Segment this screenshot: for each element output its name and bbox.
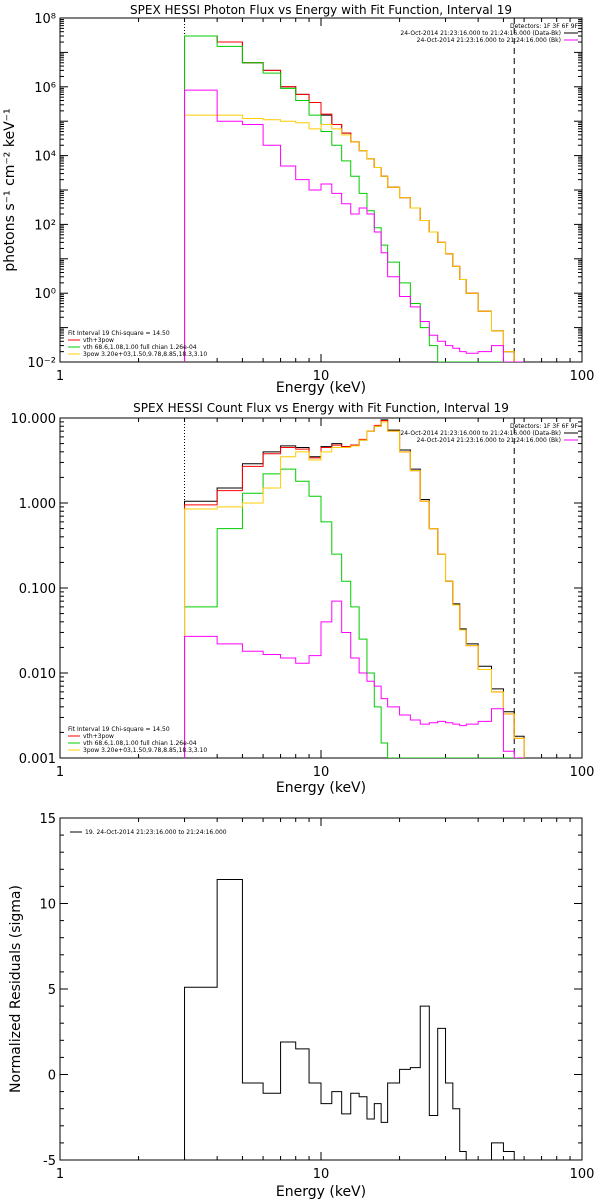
legend-top-left-text: 19. 24-Oct-2014 21:23:16.000 to 21:24:16… (85, 829, 227, 836)
legend-top-right-text: Detectors: 1F 3F 6F 9F (510, 423, 579, 430)
legend-top-right-text: 24-Oct-2014 21:23:16.000 to 21:24:16.000… (417, 437, 561, 444)
series-line-3pow (184, 114, 525, 362)
series-line-bk (184, 89, 525, 362)
legend-top-right-text: 24-Oct-2014 21:23:16.000 to 21:24:16.000… (400, 30, 561, 37)
y-tick-label: 0.010 (19, 667, 56, 682)
x-tick-label: 10 (313, 1167, 330, 1182)
chart-title: SPEX HESSI Count Flux vs Energy with Fit… (133, 401, 509, 415)
y-tick-label: 0.001 (19, 752, 56, 767)
y-tick-label: 0.100 (19, 582, 56, 597)
y-tick-label: 5 (48, 983, 56, 998)
chart-panel-2: SPEX HESSI Count Flux vs Energy with Fit… (11, 401, 595, 796)
legend-bottom-left-text: vth 68.6,1.08,1.00 full chian 1.26e-04 (83, 740, 197, 747)
y-tick-label: 10 (39, 898, 56, 913)
series-line-bk (184, 600, 525, 758)
series-line-residuals (184, 879, 525, 1160)
y-tick-label: 10⁴ (34, 150, 56, 165)
y-tick-label: 0 (48, 1069, 56, 1084)
x-tick-label: 1 (56, 369, 64, 384)
legend-top-right-text: 24-Oct-2014 21:23:16.000 to 21:24:16.000… (400, 430, 561, 437)
legend-bottom-left-text: Fit Interval 19 Chi-square = 14.50 (68, 330, 170, 337)
y-tick-label: 1.000 (19, 497, 56, 512)
series-line-vth-3pow (184, 420, 525, 758)
y-tick-label: -5 (43, 1154, 56, 1169)
legend-bottom-left-text: vth+3pow (83, 337, 114, 344)
y-tick-label: 15 (39, 812, 56, 827)
x-tick-label: 100 (570, 765, 595, 780)
chart-panel-3: 1 10 100 -5 0 5 10 15 Energy (keV) Normalized Res… (8, 812, 594, 1200)
x-tick-label: 1 (56, 765, 64, 780)
legend-top-right-text: Detectors: 1F 3F 6F 9F (510, 23, 579, 30)
series-line-vth (184, 468, 525, 758)
y-axis-label: photons s⁻¹ cm⁻² keV⁻¹ (2, 108, 18, 271)
legend-bottom-left-text: 3pow 3.20e+03,1.50,9.78,8.85,18.3,3.10 (83, 747, 207, 754)
x-tick-label: 100 (570, 369, 595, 384)
y-tick-label: 10⁶ (34, 81, 56, 96)
x-tick-label: 100 (570, 1167, 595, 1182)
y-tick-label: 10⁰ (34, 287, 56, 302)
x-tick-label: 10 (313, 765, 330, 780)
chart-title: SPEX HESSI Photon Flux vs Energy with Fi… (130, 3, 512, 17)
y-tick-label: 10.000 (11, 412, 57, 427)
series-line-data-bk (184, 419, 525, 758)
legend-bottom-left-text: vth 68.6,1.08,1.00 full chian 1.26e-04 (83, 344, 197, 351)
series-line-3pow (184, 421, 525, 758)
x-tick-label: 1 (56, 1167, 64, 1182)
legend-bottom-left-text: Fit Interval 19 Chi-square = 14.50 (68, 726, 170, 733)
y-tick-label: 10² (34, 218, 56, 233)
legend-bottom-left-text: vth+3pow (83, 733, 114, 740)
y-tick-label: 10⁻² (27, 356, 56, 371)
series-line-vth (184, 35, 525, 362)
chart-panel-1: SPEX HESSI Photon Flux vs Energy with Fi… (2, 3, 594, 396)
y-tick-label: 10⁸ (34, 12, 56, 27)
x-axis-label: Energy (keV) (276, 380, 366, 396)
legend-bottom-left-text: 3pow 3.20e+03,1.50,9.78,8.85,18.3,3.10 (83, 351, 207, 358)
x-axis-label: Energy (keV) (276, 780, 366, 796)
legend-top-right-text: 24-Oct-2014 21:23:16.000 to 21:24:16.000… (417, 37, 561, 44)
plot-frame (59, 817, 583, 1161)
y-axis-label: Normalized Residuals (sigma) (8, 885, 24, 1093)
series-line-data-bk (184, 35, 525, 362)
x-axis-label: Energy (keV) (276, 1184, 366, 1200)
series-line-vth-3pow (184, 35, 525, 362)
x-tick-label: 10 (313, 369, 330, 384)
